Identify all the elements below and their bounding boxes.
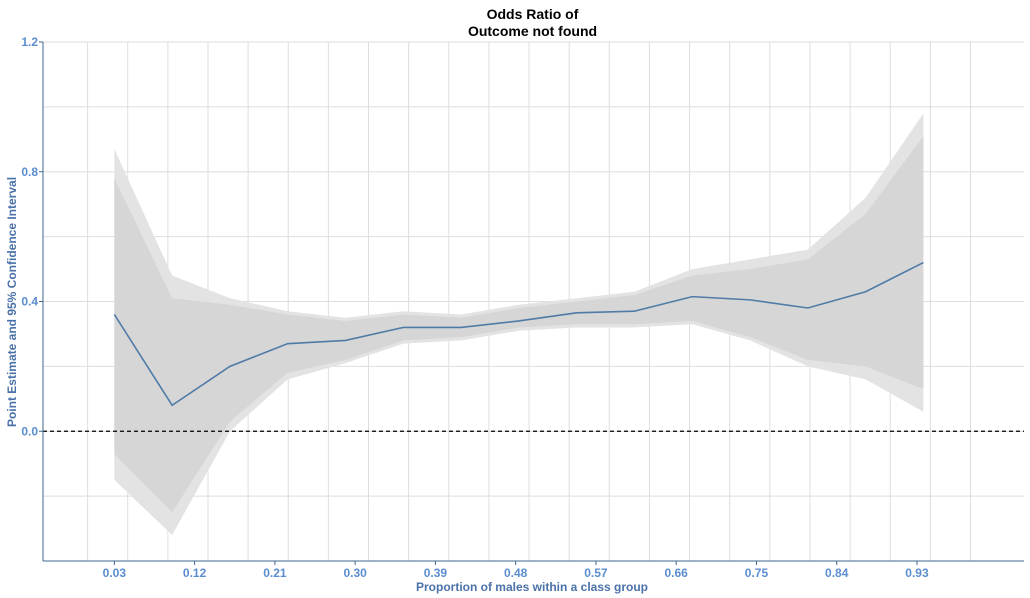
x-tick-label: 0.39 xyxy=(424,566,448,580)
confidence-bands xyxy=(114,113,924,536)
chart-title-line2: Outcome not found xyxy=(467,23,598,39)
x-tick-label: 0.21 xyxy=(263,566,287,580)
x-tick-label: 0.66 xyxy=(665,566,689,580)
series-layer xyxy=(113,261,924,407)
estimate-line xyxy=(113,261,924,407)
x-tick-label: 0.75 xyxy=(745,566,769,580)
y-tick-label: 1.2 xyxy=(21,35,38,49)
x-axis-title: Proportion of males within a class group xyxy=(416,580,648,594)
x-tick-label: 0.48 xyxy=(504,566,528,580)
x-tick-label: 0.12 xyxy=(183,566,207,580)
y-tick-label: 0.8 xyxy=(21,165,38,179)
x-tick-label: 0.57 xyxy=(584,566,608,580)
y-tick-label: 0.4 xyxy=(21,295,38,309)
chart-title-line1: Odds Ratio of xyxy=(486,6,579,22)
y-axis-title: Point Estimate and 95% Confidence Interv… xyxy=(5,177,19,427)
ci-inner-band xyxy=(114,136,924,513)
x-tick-label: 0.93 xyxy=(905,566,929,580)
x-tick-label: 0.84 xyxy=(825,566,849,580)
x-tick-labels: 0.03 0.12 0.21 0.30 0.39 0.48 0.57 0.66 0.75 0.84… xyxy=(103,561,929,580)
x-tick-label: 0.03 xyxy=(103,566,127,580)
x-tick-label: 0.30 xyxy=(343,566,367,580)
y-tick-labels: 0.0 0.4 0.8 1.2 xyxy=(21,35,43,438)
y-tick-label: 0.0 xyxy=(21,424,38,438)
